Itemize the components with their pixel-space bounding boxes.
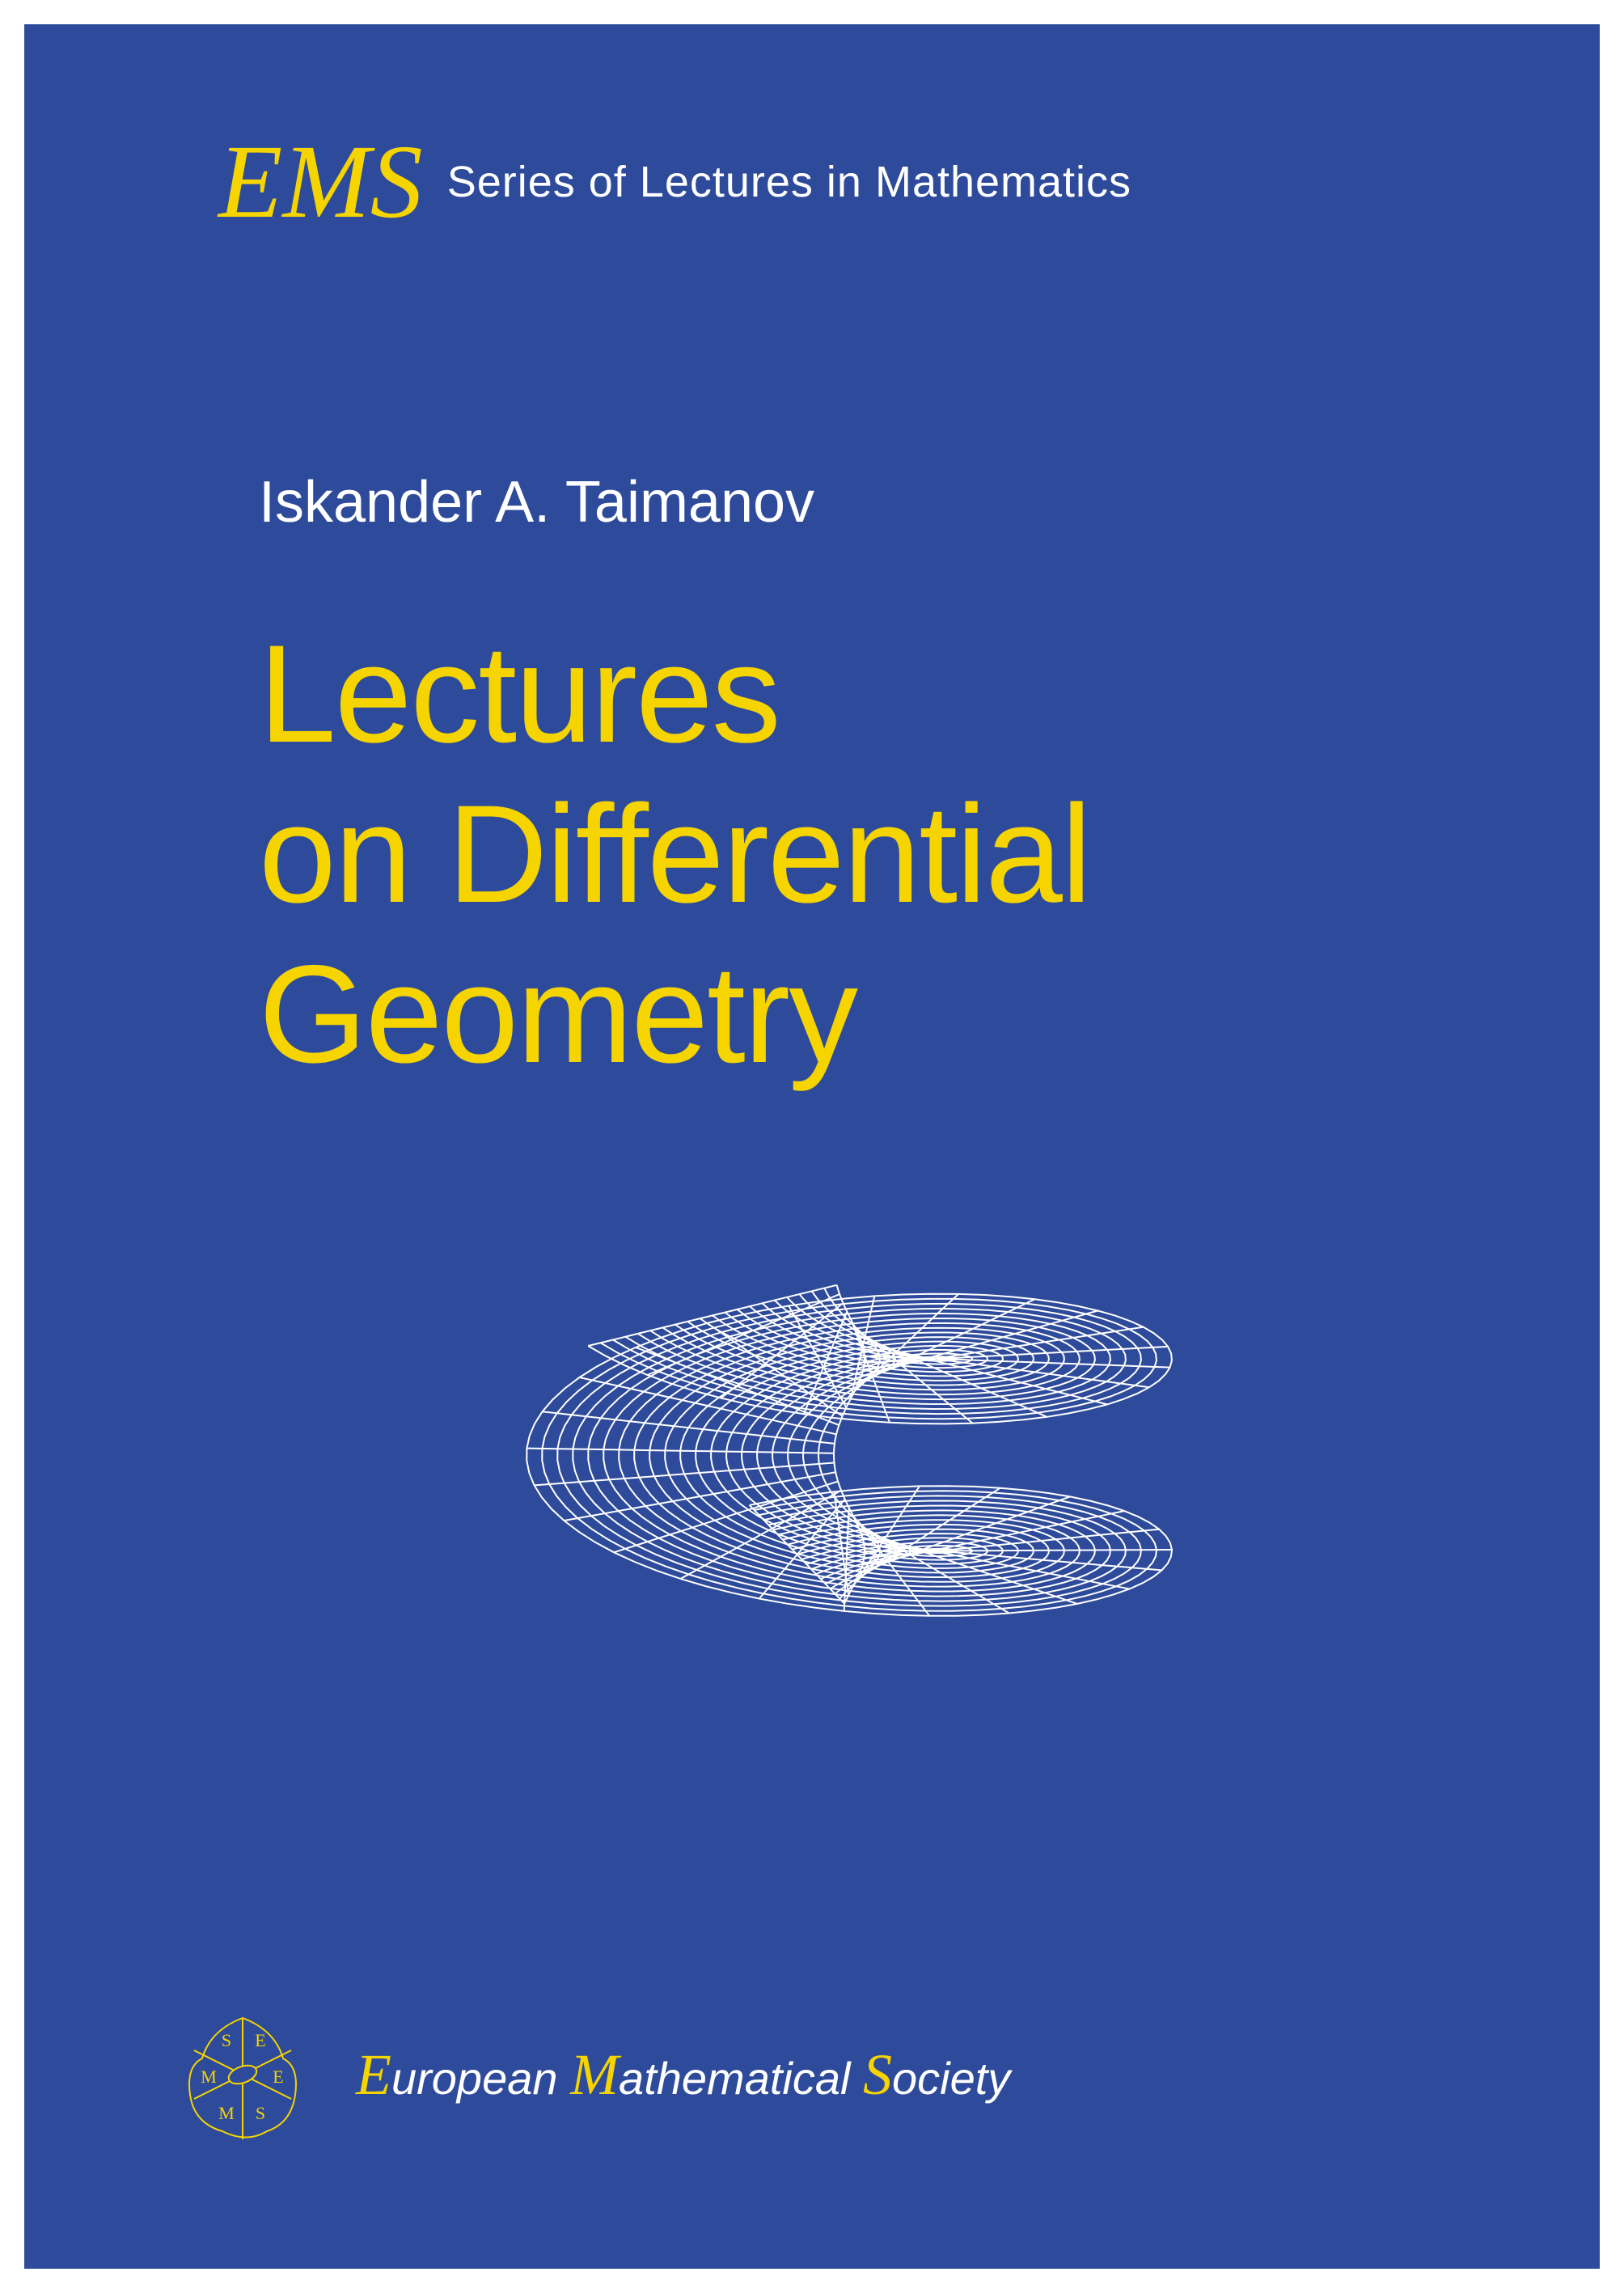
publisher-name: European Mathematical Society	[356, 2041, 1010, 2109]
publisher-word-2: athematical	[619, 2053, 850, 2104]
publisher-cap-s: S	[863, 2042, 892, 2107]
svg-text:S: S	[222, 2030, 231, 2050]
publisher-word-1: uropean	[391, 2053, 558, 2104]
svg-text:M: M	[201, 2067, 217, 2087]
book-cover: EMS Series of Lectures in Mathematics Is…	[24, 24, 1600, 2269]
footer: S E M E M S European Mathematical Societ…	[170, 2002, 1010, 2147]
publisher-cap-m: M	[570, 2042, 619, 2107]
ems-logo-text: EMS	[218, 129, 423, 235]
header: EMS Series of Lectures in Mathematics	[218, 129, 1131, 235]
author-name: Iskander A. Taimanov	[259, 469, 814, 535]
ems-emblem-icon: S E M E M S	[170, 2002, 315, 2147]
title-line-3: Geometry	[259, 935, 1090, 1095]
svg-text:S: S	[256, 2103, 265, 2123]
publisher-cap-e: E	[356, 2042, 391, 2107]
publisher-word-3: ociety	[892, 2053, 1010, 2104]
svg-text:M: M	[218, 2103, 235, 2123]
series-title: Series of Lectures in Mathematics	[447, 157, 1131, 207]
svg-text:E: E	[273, 2067, 283, 2087]
book-title: Lectures on Differential Geometry	[259, 615, 1090, 1094]
title-line-2: on Differential	[259, 775, 1090, 935]
title-line-1: Lectures	[259, 615, 1090, 775]
svg-text:E: E	[255, 2030, 265, 2050]
wireframe-surface-illustration	[364, 1181, 1334, 1990]
